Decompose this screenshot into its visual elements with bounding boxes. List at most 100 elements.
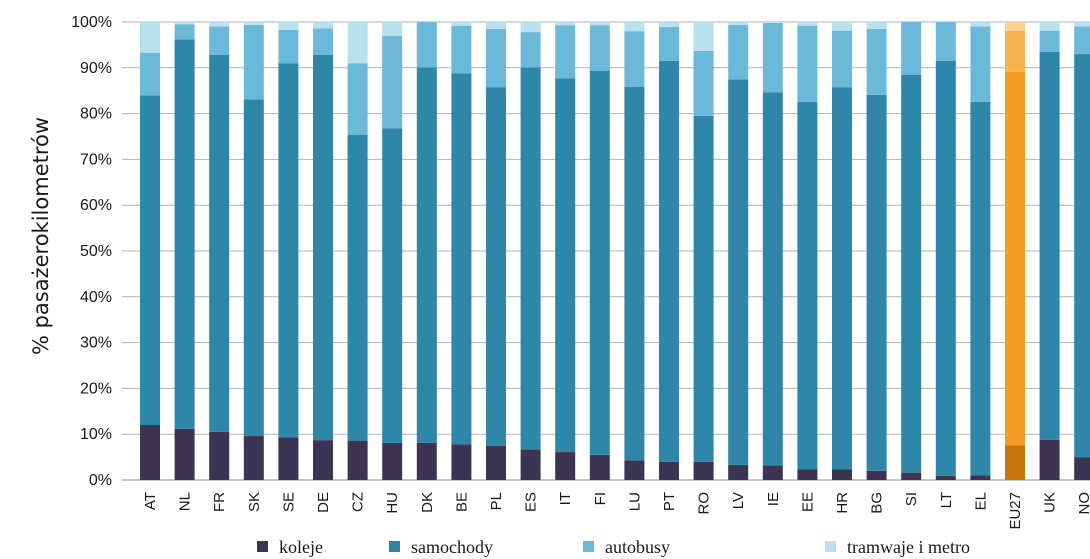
- bar-segment: [1005, 22, 1025, 31]
- bar-segment: [693, 461, 714, 480]
- y-tick-label: 90%: [80, 60, 112, 77]
- legend-label: tramwaje i metro: [847, 537, 970, 557]
- bar-segment: [382, 128, 403, 443]
- x-tick-label: IE: [765, 492, 782, 506]
- bar-segment: [866, 22, 887, 29]
- bar-segment: [486, 445, 506, 480]
- x-tick-label: PL: [488, 492, 505, 510]
- bar-segment: [209, 26, 230, 55]
- bar-segment: [659, 461, 679, 480]
- bar-segment: [209, 22, 230, 27]
- bar-segment: [624, 87, 645, 461]
- bar-segment: [243, 99, 264, 437]
- x-tick-label: EL: [972, 492, 989, 510]
- bar-segment: [451, 22, 472, 26]
- y-axis-ticks: 0% 10% 20% 30% 40% 50% 60% 70% 80% 90% 100%: [71, 14, 112, 489]
- bar-segment: [174, 428, 195, 480]
- bar-segment: [278, 437, 299, 480]
- bar-segment: [243, 436, 264, 480]
- x-tick-label: SI: [903, 492, 920, 506]
- bar-segment: [970, 101, 991, 476]
- y-tick-label: 40%: [80, 289, 112, 306]
- bar-segment: [589, 454, 610, 480]
- bar-segment: [797, 22, 818, 26]
- bar-segment: [762, 22, 783, 93]
- bar-segment: [1039, 22, 1060, 31]
- x-tick-label: RO: [696, 492, 713, 515]
- y-tick-label: 80%: [80, 106, 112, 123]
- bar-segment: [832, 30, 852, 88]
- bar-segment: [866, 94, 887, 471]
- x-tick-label: IT: [557, 492, 574, 505]
- bar-segment: [520, 22, 541, 33]
- bar-segment: [451, 73, 472, 445]
- bar-segment: [520, 67, 541, 450]
- legend-label: samochody: [411, 537, 493, 557]
- legend-swatch: [583, 541, 594, 552]
- x-tick-label: UK: [1042, 492, 1059, 513]
- bar-segment: [935, 22, 956, 61]
- x-tick-label: CZ: [350, 492, 367, 512]
- y-tick-label: 20%: [80, 380, 112, 397]
- x-tick-label: FR: [211, 492, 228, 512]
- bar-segment: [832, 22, 852, 31]
- bar-segment: [555, 22, 576, 26]
- bar-segment: [1074, 22, 1090, 27]
- bar-segment: [278, 22, 299, 30]
- bar-segment: [555, 452, 576, 480]
- bar-segment: [313, 440, 333, 480]
- bar-segment: [1005, 30, 1025, 72]
- bar-segment: [762, 465, 783, 480]
- bar-segment: [243, 22, 264, 25]
- legend-swatch: [825, 541, 836, 552]
- bar-segment: [1039, 30, 1060, 52]
- bar-segment: [313, 54, 333, 441]
- bar-segment: [486, 22, 506, 29]
- bar-segment: [832, 469, 852, 480]
- bar-segment: [624, 31, 645, 88]
- bar-segment: [901, 74, 922, 473]
- x-tick-label: HU: [384, 492, 401, 514]
- bar-segment: [520, 449, 541, 480]
- bar-segment: [486, 87, 506, 446]
- bar-segment: [555, 78, 576, 453]
- x-tick-label: PT: [661, 492, 678, 511]
- bars: [140, 22, 1090, 480]
- bar-segment: [347, 134, 368, 441]
- bar-segment: [416, 22, 437, 68]
- bar-segment: [866, 28, 887, 95]
- bar-segment: [624, 22, 645, 32]
- bar-segment: [797, 25, 818, 102]
- legend-label: autobusy: [605, 537, 670, 557]
- bar-segment: [1074, 457, 1090, 480]
- legend-label: koleje: [279, 537, 323, 557]
- bar-segment: [728, 24, 749, 80]
- bar-segment: [243, 24, 264, 100]
- bar-segment: [382, 35, 403, 129]
- bar-segment: [935, 475, 956, 480]
- bar-segment: [278, 63, 299, 438]
- bar-segment: [728, 79, 749, 465]
- bar-segment: [313, 22, 333, 29]
- y-tick-label: 30%: [80, 335, 112, 352]
- x-tick-label: NO: [1076, 492, 1090, 515]
- bar-segment: [313, 28, 333, 55]
- bar-segment: [140, 52, 160, 96]
- y-axis-title: % pasażerokilometrów: [29, 117, 53, 355]
- x-tick-label: LT: [938, 492, 955, 508]
- x-tick-label: BG: [869, 492, 886, 514]
- x-tick-label: DE: [315, 492, 332, 513]
- bar-segment: [209, 431, 230, 480]
- bar-segment: [693, 50, 714, 116]
- x-axis-ticks: AT NL FR SK SE DE CZ HU DK BE PL ES IT FI LU PT RO LV IE EE…: [142, 492, 1090, 530]
- bar-segment: [901, 22, 922, 75]
- bar-segment: [659, 60, 679, 462]
- bar-segment: [451, 444, 472, 480]
- bar-segment: [278, 29, 299, 64]
- x-tick-label: LU: [626, 492, 643, 511]
- x-tick-label: BE: [453, 492, 470, 512]
- y-tick-label: 10%: [80, 426, 112, 443]
- bar-segment: [174, 24, 195, 40]
- bar-segment: [797, 101, 818, 470]
